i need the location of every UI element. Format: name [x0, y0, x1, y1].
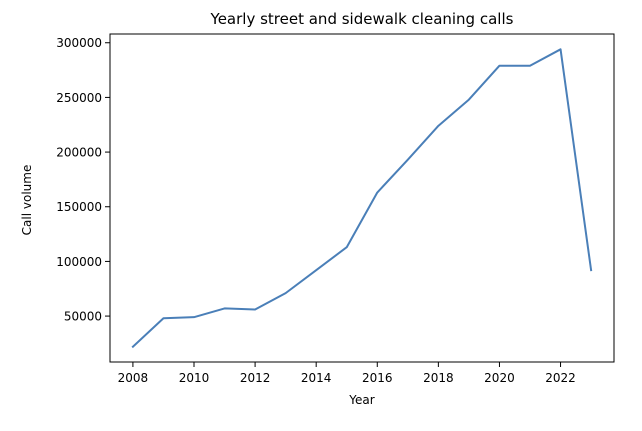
y-tick-label: 200000 — [56, 146, 102, 160]
plot-frame — [109, 33, 615, 363]
y-tick-label: 50000 — [64, 310, 102, 324]
y-tick-label: 300000 — [56, 36, 102, 50]
series-line-0 — [131, 48, 593, 349]
x-tick-label: 2010 — [179, 371, 210, 385]
x-tick-label: 2018 — [423, 371, 454, 385]
x-tick-label: 2022 — [545, 371, 576, 385]
x-tick-label: 2008 — [118, 371, 149, 385]
x-axis-title: Year — [348, 393, 374, 407]
y-tick-label: 100000 — [56, 255, 102, 269]
y-tick-label: 250000 — [56, 91, 102, 105]
x-tick-label: 2016 — [362, 371, 393, 385]
x-tick-label: 2012 — [240, 371, 271, 385]
x-tick-label: 2014 — [301, 371, 332, 385]
x-tick-label: 2020 — [484, 371, 515, 385]
chart-title: Yearly street and sidewalk cleaning call… — [210, 10, 514, 28]
y-tick-label: 150000 — [56, 200, 102, 214]
y-axis-title: Call volume — [20, 165, 34, 236]
